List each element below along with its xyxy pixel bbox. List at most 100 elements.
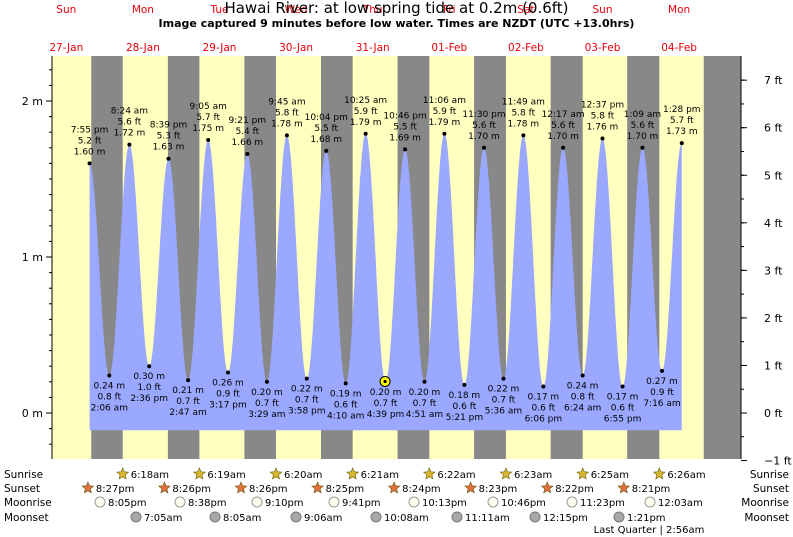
moonrise-time: 10:46pm bbox=[501, 498, 546, 509]
day-date-label: 29-Jan bbox=[203, 42, 237, 54]
chart-subtitle: Image captured 9 minutes before low wate… bbox=[158, 17, 635, 30]
tide-ft-label: 5.5 ft bbox=[393, 122, 417, 132]
tide-m-label: 0.21 m bbox=[172, 386, 204, 396]
tide-time-label: 10:25 am bbox=[344, 96, 387, 106]
tide-ft-label: 0.7 ft bbox=[295, 396, 319, 406]
tide-m-label: 0.20 m bbox=[409, 388, 441, 398]
day-name-label: Sun bbox=[593, 4, 613, 16]
moonset-icon bbox=[370, 511, 382, 523]
tide-point bbox=[264, 379, 269, 384]
sunset-icon bbox=[540, 481, 554, 494]
tide-time-label: 1:28 pm bbox=[663, 105, 701, 115]
tide-ft-label: 0.7 ft bbox=[374, 399, 398, 409]
tide-time-label: 9:45 am bbox=[268, 97, 305, 107]
moonrise-time: 9:10pm bbox=[265, 498, 304, 509]
tide-point bbox=[640, 145, 645, 150]
tide-point bbox=[127, 142, 132, 147]
tide-ft-label: 0.7 ft bbox=[492, 396, 516, 406]
day-date-label: 01-Feb bbox=[431, 42, 467, 54]
tide-m-label: 0.24 m bbox=[93, 382, 125, 392]
tide-ft-label: 5.3 ft bbox=[157, 132, 181, 142]
sunrise-time: 6:22am bbox=[437, 470, 475, 481]
row-label-moonset: Moonset bbox=[4, 512, 49, 524]
night-band bbox=[703, 56, 741, 459]
tide-m-label: 1.73 m bbox=[666, 127, 698, 137]
tide-point bbox=[107, 373, 112, 378]
tide-time-label: 3:58 pm bbox=[288, 407, 326, 417]
sunset-icon bbox=[617, 481, 631, 494]
sunrise-icon bbox=[192, 467, 206, 480]
tide-ft-label: 5.8 ft bbox=[511, 108, 535, 118]
tide-time-label: 2:36 pm bbox=[130, 394, 168, 404]
tide-ft-label: 0.6 ft bbox=[334, 400, 358, 410]
right-tick-label: 5 ft bbox=[764, 169, 783, 182]
sunrise-icon bbox=[346, 467, 360, 480]
tide-m-label: 0.20 m bbox=[370, 388, 402, 398]
sunset-time: 8:26pm bbox=[249, 484, 288, 495]
tide-m-label: 0.30 m bbox=[133, 372, 165, 382]
tide-time-label: 6:06 pm bbox=[525, 414, 563, 424]
day-labels: Sun 27-Jan Mon 28-Jan Tue 29-Jan Wed 30-Jan Thu 3… bbox=[49, 4, 697, 54]
moonset-time: 10:08am bbox=[384, 513, 429, 524]
sunset-time: 8:22pm bbox=[555, 484, 594, 495]
tide-ft-label: 0.6 ft bbox=[532, 403, 556, 413]
moonrise-icon bbox=[566, 496, 578, 508]
water-area bbox=[89, 133, 682, 431]
tide-point bbox=[679, 141, 684, 146]
moonrise-icon bbox=[328, 496, 340, 508]
tide-point bbox=[462, 382, 467, 387]
tide-m-label: 0.27 m bbox=[646, 377, 678, 387]
tide-time-label: 2:47 am bbox=[169, 408, 206, 418]
sunrise-time: 6:25am bbox=[591, 470, 629, 481]
tide-time-label: 7:55 pm bbox=[71, 125, 109, 135]
tide-time-label: 4:39 pm bbox=[367, 410, 405, 420]
moonrise-icon bbox=[94, 496, 106, 508]
tide-time-label: 11:49 am bbox=[502, 97, 545, 107]
tide-ft-label: 0.8 ft bbox=[97, 393, 121, 403]
tide-m-label: 0.18 m bbox=[449, 391, 481, 401]
moonset-icon bbox=[209, 511, 221, 523]
tide-m-label: 1.69 m bbox=[389, 133, 421, 143]
tide-ft-label: 0.6 ft bbox=[611, 403, 635, 413]
tide-time-label: 10:04 pm bbox=[305, 113, 348, 123]
moonset-time: 9:06am bbox=[304, 513, 342, 524]
tide-m-label: 1.75 m bbox=[192, 124, 224, 134]
tide-point bbox=[343, 381, 348, 386]
tide-ft-label: 5.8 ft bbox=[591, 111, 615, 121]
tide-point bbox=[225, 370, 230, 375]
tide-point bbox=[501, 376, 506, 381]
tide-point bbox=[206, 138, 211, 142]
row-label-right-moonrise: Moonrise bbox=[741, 497, 789, 509]
right-tick-label: 7 ft bbox=[764, 74, 783, 87]
tide-ft-label: 5.6 ft bbox=[631, 121, 655, 131]
sunrise-time: 6:19am bbox=[207, 470, 245, 481]
tide-time-label: 4:10 am bbox=[327, 411, 364, 421]
row-label-right-moonset: Moonset bbox=[744, 512, 789, 524]
tide-point bbox=[403, 147, 408, 152]
tide-point bbox=[284, 133, 289, 138]
tide-point bbox=[422, 379, 427, 384]
tide-point bbox=[442, 131, 447, 136]
tide-m-label: 1.60 m bbox=[74, 147, 106, 157]
sunset-icon bbox=[311, 481, 325, 494]
moonrise-time: 8:38pm bbox=[188, 498, 227, 509]
row-label-right-sunrise: Sunrise bbox=[750, 469, 789, 481]
day-date-label: 03-Feb bbox=[585, 42, 621, 54]
tide-time-label: 8:39 pm bbox=[150, 121, 188, 131]
tide-m-label: 0.22 m bbox=[488, 385, 520, 395]
tide-m-label: 1.70 m bbox=[627, 132, 659, 142]
tide-point bbox=[561, 145, 566, 150]
right-tick-label: 1 ft bbox=[764, 359, 783, 372]
sunset-time: 8:25pm bbox=[326, 484, 365, 495]
day-name-label: Fri bbox=[443, 4, 456, 16]
tide-time-label: 9:21 pm bbox=[229, 116, 267, 126]
tide-time-label: 11:06 am bbox=[423, 96, 466, 106]
moonrise-time: 9:41pm bbox=[342, 498, 381, 509]
tide-m-label: 1.70 m bbox=[468, 132, 500, 142]
tide-ft-label: 0.6 ft bbox=[453, 402, 477, 412]
moonrise-icon bbox=[251, 496, 263, 508]
moonrise-icon bbox=[174, 496, 186, 508]
current-level-dot bbox=[383, 379, 387, 384]
tide-ft-label: 0.9 ft bbox=[216, 389, 240, 399]
tide-ft-label: 5.6 ft bbox=[118, 118, 142, 128]
